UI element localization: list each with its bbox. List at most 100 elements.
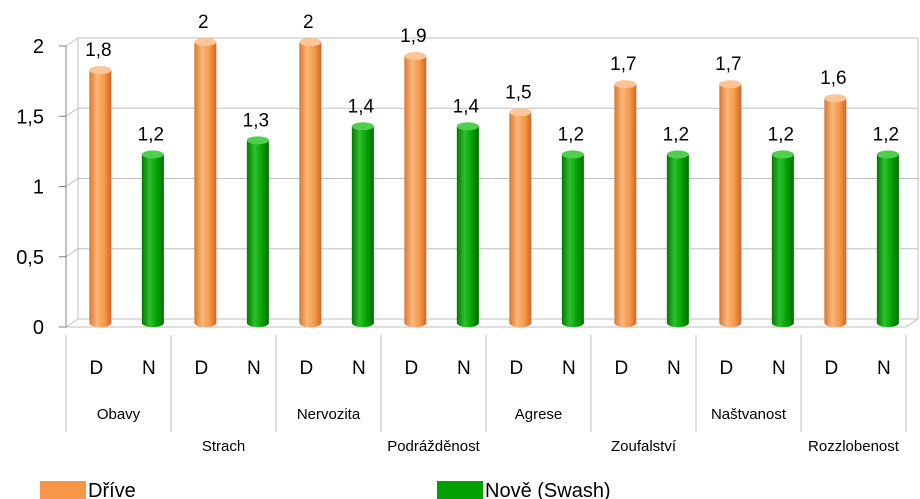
data-label: 1,5 (505, 82, 531, 103)
bar-top (509, 108, 532, 117)
x-sub-label: D (509, 358, 523, 379)
bar-top (299, 38, 322, 46)
legend-label: Nově (Swash) (485, 480, 611, 499)
data-label: 1,9 (400, 26, 426, 47)
bar-top (771, 150, 794, 159)
bar-body (666, 154, 689, 323)
bar-body (771, 154, 794, 323)
data-label: 1,6 (820, 68, 846, 89)
bar-body (509, 112, 532, 323)
data-label: 1,2 (558, 124, 584, 145)
bar-base (404, 319, 427, 327)
bar-base (246, 319, 269, 327)
gridline-side (65, 107, 79, 117)
bar-top (246, 136, 269, 145)
data-label: 1,4 (453, 96, 480, 117)
bar-body (561, 154, 584, 323)
bar-base (561, 319, 584, 327)
bar-drive-7 (719, 80, 742, 327)
x-sub-label: D (299, 358, 313, 379)
y-tick-label: 1 (33, 177, 44, 199)
bar-base (299, 319, 322, 327)
x-sub-label: N (667, 358, 681, 379)
bar-drive-3 (299, 38, 322, 327)
data-label: 1,2 (873, 124, 899, 145)
data-label: 2 (303, 12, 314, 33)
x-sub-label: D (194, 358, 208, 379)
x-sub-label: N (877, 358, 891, 379)
bar-top (456, 122, 479, 131)
gridline-side (65, 178, 79, 187)
x-category-label: Naštvanost (711, 406, 787, 423)
y-tick-label: 2 (33, 36, 44, 58)
bar-top (876, 150, 899, 159)
bars: 1,8 1,2 2 1,3 2 1,4 1,9 1,4 1,5 1,2 1,7 1,2 1,7 1,2 1,… (85, 12, 899, 327)
bar-base (771, 319, 794, 327)
bar-body (456, 126, 479, 323)
bar-base (456, 319, 479, 327)
x-category-label: Podrážděnost (387, 438, 480, 455)
x-sub-label: D (89, 358, 103, 379)
legend: Dříve Nově (Swash) (40, 480, 611, 499)
x-sub-label: N (772, 358, 786, 379)
bar-base (666, 319, 689, 327)
bar-base (89, 319, 112, 327)
data-label: 2 (198, 12, 209, 33)
bar-top (351, 122, 374, 131)
x-category-label: Strach (202, 438, 245, 455)
bar-nove-7 (771, 150, 794, 327)
data-label: 1,7 (715, 54, 741, 75)
bar-nove-3 (351, 122, 374, 327)
data-label: 1,8 (85, 40, 111, 61)
data-label: 1,2 (663, 124, 689, 145)
bar-top (719, 80, 742, 89)
y-tick-label: 0 (33, 317, 44, 339)
bar-drive-5 (509, 108, 532, 327)
bar-body (876, 154, 899, 323)
gridline-side (65, 318, 79, 328)
bar-drive-4 (404, 52, 427, 327)
bar-nove-2 (246, 136, 269, 327)
bar-nove-8 (876, 150, 899, 327)
x-category-label: Agrese (515, 406, 563, 423)
bar-top (561, 150, 584, 159)
bar-body (194, 42, 217, 323)
bar-top (404, 52, 427, 61)
x-sub-label: N (142, 358, 156, 379)
bar-body (299, 42, 322, 323)
bar-base (614, 319, 637, 327)
y-tick-label: 0,5 (16, 247, 44, 269)
bar-drive-6 (614, 80, 637, 327)
x-category-label: Zoufalství (611, 438, 677, 455)
bar-top (89, 66, 112, 75)
x-category-label: Nervozita (297, 406, 361, 423)
bar-top (666, 150, 689, 159)
legend-swatch (437, 481, 483, 499)
data-label: 1,4 (348, 96, 375, 117)
x-axis-table: D N Obavy D N Strach D N Nervozita D N Podrážděnost… (65, 335, 907, 455)
bar-body (719, 84, 742, 324)
bar-base (194, 319, 217, 327)
floor-side (905, 318, 919, 328)
x-sub-label: D (719, 358, 733, 379)
bar-body (404, 56, 427, 324)
legend-label: Dříve (88, 480, 136, 499)
bar-base (351, 319, 374, 327)
bar-base (719, 319, 742, 327)
y-axis: 0 0,5 1 1,5 2 (16, 36, 67, 339)
bar-body (89, 70, 112, 323)
bar-body (246, 140, 269, 323)
legend-swatch (40, 481, 86, 499)
x-category-label: Rozzlobenost (808, 438, 900, 455)
gridline-side (65, 37, 79, 47)
x-sub-label: D (614, 358, 628, 379)
y-tick-label: 1,5 (16, 106, 44, 128)
bar-drive-8 (824, 94, 847, 327)
x-sub-label: N (562, 358, 576, 379)
bar-drive-2 (194, 38, 217, 327)
x-category-label: Obavy (97, 406, 141, 423)
bar-top (141, 150, 164, 159)
bar-top (614, 80, 637, 89)
data-label: 1,2 (138, 124, 164, 145)
